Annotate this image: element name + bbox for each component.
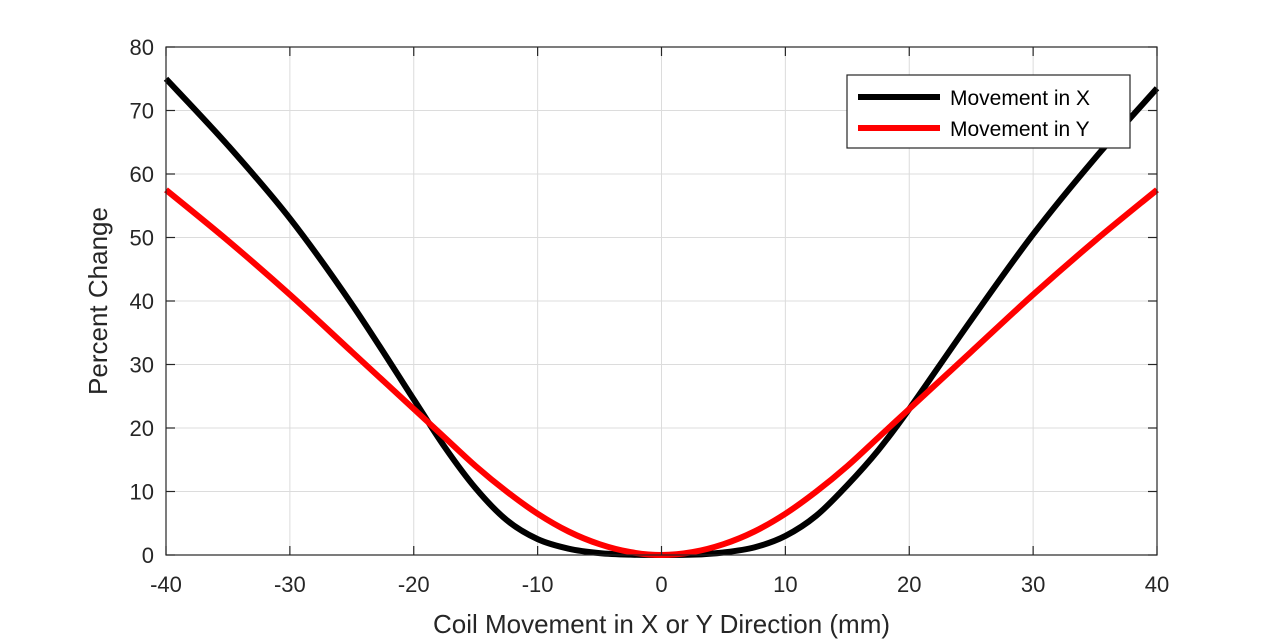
x-tick-label: -40 xyxy=(150,572,182,597)
x-axis-label: Coil Movement in X or Y Direction (mm) xyxy=(433,609,890,639)
y-tick-label: 0 xyxy=(142,543,154,568)
x-tick-label: -30 xyxy=(274,572,306,597)
x-tick-label: -20 xyxy=(398,572,430,597)
x-tick-label: -10 xyxy=(522,572,554,597)
y-tick-label: 50 xyxy=(130,226,154,251)
legend-label-movement-y: Movement in Y xyxy=(950,118,1090,141)
x-tick-label: 20 xyxy=(897,572,921,597)
y-tick-label: 20 xyxy=(130,416,154,441)
x-tick-label: 10 xyxy=(773,572,797,597)
y-tick-label: 80 xyxy=(130,35,154,60)
y-tick-label: 30 xyxy=(130,353,154,378)
ticks xyxy=(165,46,1158,556)
legend-box xyxy=(846,74,1131,149)
x-tick-label: 40 xyxy=(1145,572,1169,597)
x-tick-label: 0 xyxy=(655,572,667,597)
tick-labels: -40 -30 -20 -10 0 10 20 30 40 0 10 20 30 40 50 60 70 80 xyxy=(130,35,1170,597)
y-tick-label: 10 xyxy=(130,480,154,505)
y-tick-label: 70 xyxy=(130,99,154,124)
y-axis-label: Percent Change xyxy=(83,207,113,395)
y-tick-label: 40 xyxy=(130,289,154,314)
legend-label-movement-x: Movement in X xyxy=(950,87,1090,110)
x-tick-label: 30 xyxy=(1021,572,1045,597)
y-tick-label: 60 xyxy=(130,162,154,187)
legend: Movement in X Movement in Y xyxy=(846,74,1131,149)
